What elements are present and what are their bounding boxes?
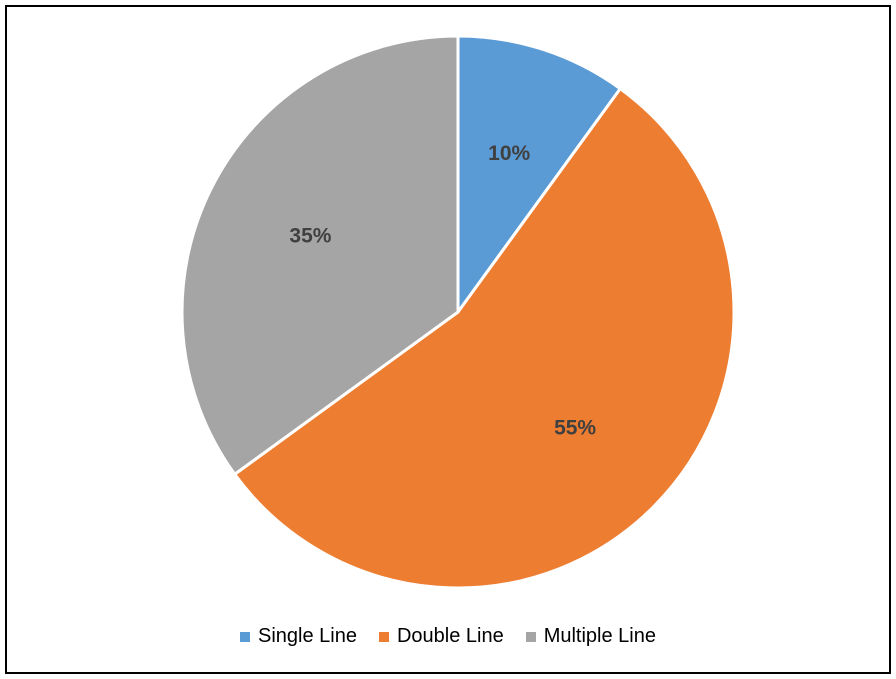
legend-swatch-multiple-line: [525, 631, 536, 642]
legend-item-single-line[interactable]: Single Line: [239, 625, 357, 648]
legend-label-double-line: Double Line: [396, 625, 504, 647]
legend-item-double-line[interactable]: Double Line: [378, 625, 504, 648]
data-label-double-line: 55%: [554, 417, 596, 440]
legend-swatch-double-line: [378, 631, 389, 642]
pie-data-labels: 10% 55% 35%: [289, 142, 596, 440]
pie-slices: [180, 34, 736, 590]
pie-slice-multiple-line[interactable]: [180, 34, 460, 476]
pie-slice-double-line[interactable]: [233, 87, 736, 590]
data-label-multiple-line: 35%: [289, 224, 331, 247]
legend-label-multiple-line: Multiple Line: [543, 625, 656, 647]
data-label-single-line: 10%: [488, 142, 530, 165]
legend-label-single-line: Single Line: [257, 625, 357, 647]
legend: Single Line Double Line Multiple Line: [0, 625, 896, 648]
pie-slice-single-line[interactable]: [456, 34, 622, 314]
legend-swatch-single-line: [239, 631, 250, 642]
legend-item-multiple-line[interactable]: Multiple Line: [525, 625, 656, 648]
